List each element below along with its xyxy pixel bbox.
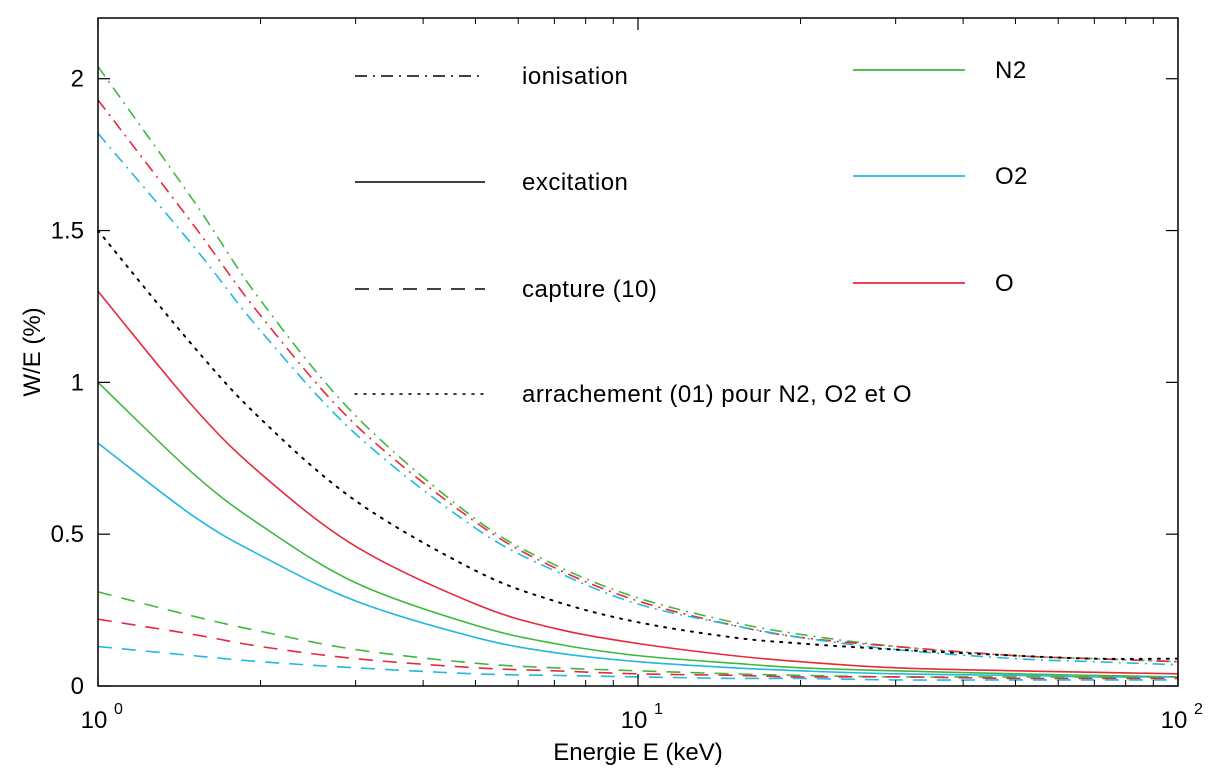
y-tick-label: 2	[71, 66, 84, 93]
legend-label: O	[995, 270, 1014, 297]
legend-label: excitation	[522, 169, 628, 196]
legend: ionisation excitation capture (10) arrachem…	[354, 57, 1028, 408]
legend-label: O2	[995, 163, 1028, 190]
legend-item-style: ionisation	[355, 63, 628, 90]
legend-label: capture (10)	[522, 276, 657, 303]
series-layer	[97, 66, 1179, 681]
y-tick-label: 0	[71, 673, 84, 700]
series-line-o-excitation	[97, 290, 1179, 675]
y-axis-label: W/E (%)	[19, 307, 46, 396]
y-tick-label: 1	[71, 369, 84, 396]
x-tick-label: 10 2	[1161, 701, 1203, 734]
series-line-o-ionisation	[97, 99, 1179, 663]
legend-label: arrachement (01) pour N2, O2 et O	[522, 381, 912, 408]
x-tick-label-exponent: 0	[114, 701, 123, 718]
x-tick-label-base: 10	[81, 707, 108, 734]
plot-frame	[97, 17, 1179, 687]
series-line-o2-ionisation	[97, 132, 1179, 666]
ticks-layer	[97, 18, 1179, 687]
y-tick-label: 0.5	[51, 521, 84, 548]
legend-label: N2	[995, 57, 1027, 84]
legend-item-color: O	[853, 270, 1014, 297]
tick-labels-layer: 0 0.5 1 1.5 2 10 0 10 1 10 2	[51, 66, 1203, 734]
legend-item-style: excitation	[355, 169, 628, 196]
x-tick-label: 10 0	[81, 701, 123, 734]
series-line-o2-excitation	[97, 442, 1179, 678]
series-line-all-arrachement-01	[97, 229, 1179, 660]
legend-item-style: capture (10)	[355, 276, 657, 303]
legend-label: ionisation	[522, 63, 628, 90]
x-tick-label: 10 1	[621, 701, 663, 734]
series-line-n2-excitation	[97, 381, 1179, 678]
legend-item-color: O2	[853, 163, 1028, 190]
x-tick-label-exponent: 2	[1194, 701, 1203, 718]
x-tick-label-exponent: 1	[654, 701, 663, 718]
series-line-o-capture-10	[97, 618, 1178, 680]
x-tick-label-base: 10	[621, 707, 648, 734]
x-axis-label: Energie E (keV)	[553, 739, 722, 766]
series-line-n2-ionisation	[97, 66, 1179, 663]
legend-item-color: N2	[853, 57, 1027, 84]
y-tick-label: 1.5	[51, 218, 84, 245]
series-line-n2-capture-10	[97, 591, 1178, 678]
x-tick-label-base: 10	[1161, 707, 1188, 734]
legend-item-style: arrachement (01) pour N2, O2 et O	[354, 381, 912, 408]
